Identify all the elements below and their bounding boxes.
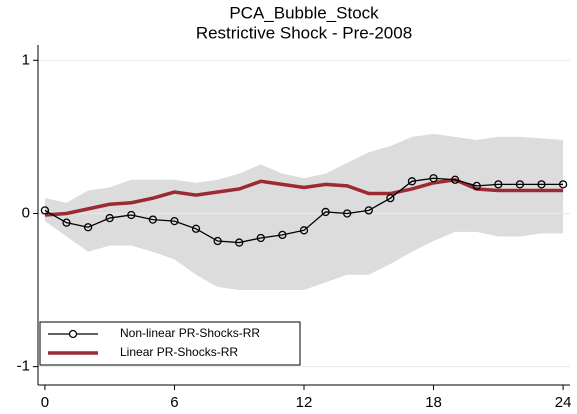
legend-marker xyxy=(68,329,78,339)
marker xyxy=(537,180,546,189)
marker xyxy=(127,210,136,220)
marker xyxy=(407,177,417,186)
legend-box xyxy=(39,321,301,366)
marker xyxy=(515,180,525,189)
x-tick-label: 24 xyxy=(555,394,572,411)
marker xyxy=(256,233,265,243)
marker xyxy=(191,224,201,233)
marker xyxy=(213,236,222,246)
marker xyxy=(429,174,438,183)
marker xyxy=(321,207,330,217)
marker xyxy=(235,238,244,247)
marker xyxy=(105,213,114,223)
marker xyxy=(343,209,352,218)
x-tick-label: 18 xyxy=(425,394,442,411)
x-tick-label: 6 xyxy=(170,394,178,411)
y-tick-label: 0 xyxy=(22,204,30,221)
series-line xyxy=(44,177,564,244)
marker xyxy=(299,226,309,235)
y-tick-label: 1 xyxy=(22,51,30,68)
marker xyxy=(386,194,395,203)
marker xyxy=(170,216,179,226)
marker xyxy=(450,175,460,184)
marker xyxy=(364,206,373,215)
marker xyxy=(40,206,50,215)
marker xyxy=(148,215,158,224)
chart-subtitle: Restrictive Shock - Pre-2008 xyxy=(196,23,412,42)
x-tick-label: 12 xyxy=(296,394,313,411)
marker xyxy=(278,230,287,240)
x-tick-label: 0 xyxy=(41,394,49,411)
marker xyxy=(62,218,71,227)
marker xyxy=(472,181,481,191)
marker xyxy=(558,180,568,189)
legend-label: Linear PR-Shocks-RR xyxy=(120,345,238,359)
chart-title: PCA_Bubble_Stock xyxy=(229,3,379,22)
marker xyxy=(83,223,93,232)
confidence-band xyxy=(44,133,564,291)
marker xyxy=(494,180,503,189)
y-tick-label: -1 xyxy=(17,358,30,375)
legend-label: Non-linear PR-Shocks-RR xyxy=(120,326,260,340)
